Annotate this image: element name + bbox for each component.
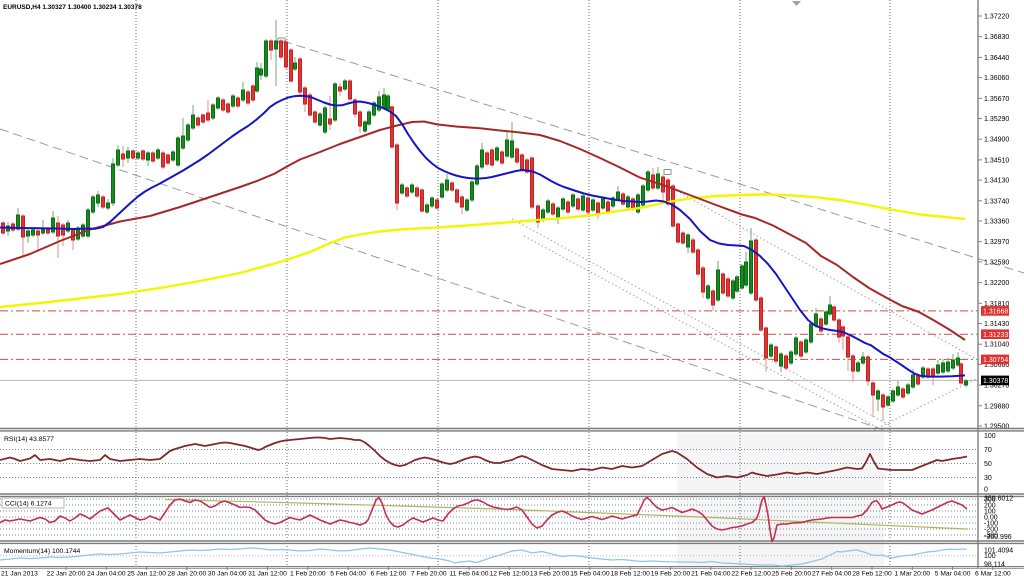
svg-text:6 Feb 12:00: 6 Feb 12:00 [371,571,407,578]
svg-text:18 Feb 12:00: 18 Feb 12:00 [610,571,650,578]
svg-text:100: 100 [984,553,996,560]
svg-text:22 Feb 12:00: 22 Feb 12:00 [731,571,771,578]
svg-text:1 Feb 20:00: 1 Feb 20:00 [290,571,326,578]
svg-text:12 Feb 12:00: 12 Feb 12:00 [490,571,530,578]
svg-text:1.31810: 1.31810 [984,301,1009,308]
svg-text:50: 50 [984,461,992,468]
svg-text:1.34900: 1.34900 [984,137,1009,144]
svg-text:1.34130: 1.34130 [984,178,1009,185]
svg-text:1.37220: 1.37220 [984,14,1009,21]
svg-text:RSI(14) 43.8577: RSI(14) 43.8577 [4,436,54,443]
svg-text:100: 100 [984,433,996,440]
svg-text:19 Feb 20:00: 19 Feb 20:00 [651,571,691,578]
svg-text:EURUSD,H4 1.30327 1.30400 1.30: EURUSD,H4 1.30327 1.30400 1.30234 1.3037… [3,4,142,11]
svg-text:1.31430: 1.31430 [984,321,1009,328]
svg-text:1.36440: 1.36440 [984,55,1009,62]
svg-text:28 Jan 20:00: 28 Jan 20:00 [168,571,207,578]
svg-text:27 Feb 04:00: 27 Feb 04:00 [812,571,852,578]
svg-text:1.30754: 1.30754 [983,357,1008,364]
svg-text:5 Feb 04:00: 5 Feb 04:00 [330,571,366,578]
svg-text:-200: -200 [984,527,998,534]
svg-text:15 Feb 04:00: 15 Feb 04:00 [570,571,610,578]
svg-text:11 Feb 04:00: 11 Feb 04:00 [450,571,489,578]
svg-text:1.35670: 1.35670 [984,96,1009,103]
svg-text:0: 0 [984,487,988,494]
svg-text:22 Jan 20:00: 22 Jan 20:00 [47,571,86,578]
svg-text:1.34510: 1.34510 [984,157,1009,164]
svg-text:5 Mar 04:00: 5 Mar 04:00 [935,571,971,578]
svg-text:CCI(14) 6.1274: CCI(14) 6.1274 [5,501,52,508]
svg-text:-360.996: -360.996 [984,534,1012,541]
svg-text:1.29880: 1.29880 [984,403,1009,410]
svg-text:1.33360: 1.33360 [984,219,1009,226]
svg-text:6 Mar 12:00: 6 Mar 12:00 [975,571,1011,578]
svg-text:30: 30 [984,475,992,482]
svg-text:7 Feb 20:00: 7 Feb 20:00 [411,571,447,578]
svg-text:101.4094: 101.4094 [984,548,1013,555]
svg-text:1.32200: 1.32200 [984,280,1009,287]
svg-text:13 Feb 20:00: 13 Feb 20:00 [530,571,570,578]
svg-text:1.30378: 1.30378 [983,378,1008,385]
svg-text:1.31668: 1.31668 [983,309,1008,316]
svg-text:100: 100 [984,509,996,516]
svg-text:300: 300 [984,497,996,504]
svg-text:1.36060: 1.36060 [984,75,1009,82]
svg-text:1.30660: 1.30660 [984,362,1009,369]
svg-text:359.6012: 359.6012 [984,496,1013,503]
svg-text:28 Feb 12:00: 28 Feb 12:00 [852,571,892,578]
svg-text:25 Jan 12:00: 25 Jan 12:00 [127,571,166,578]
svg-text:21 Jan 2013: 21 Jan 2013 [1,571,38,578]
svg-text:1.33740: 1.33740 [984,198,1009,205]
svg-text:-100: -100 [984,521,998,528]
svg-text:1.32590: 1.32590 [984,259,1009,266]
svg-text:1.35290: 1.35290 [984,116,1009,123]
svg-text:-300: -300 [984,533,998,540]
svg-text:98.114: 98.114 [984,561,1005,568]
svg-text:24 Jan 04:00: 24 Jan 04:00 [87,571,126,578]
svg-text:30 Jan 04:00: 30 Jan 04:00 [208,571,247,578]
svg-text:1.32970: 1.32970 [984,239,1009,246]
svg-text:1.29500: 1.29500 [984,424,1009,431]
svg-text:200: 200 [984,503,996,510]
svg-text:Momentum(14) 100.1744: Momentum(14) 100.1744 [4,548,81,555]
svg-text:31 Jan 12:00: 31 Jan 12:00 [248,571,287,578]
svg-text:1.30270: 1.30270 [984,383,1009,390]
svg-text:1.36830: 1.36830 [984,34,1009,41]
svg-text:21 Feb 04:00: 21 Feb 04:00 [691,571,731,578]
svg-text:0.00: 0.00 [984,515,998,522]
svg-text:70: 70 [984,447,992,454]
svg-text:1 Mar 20:00: 1 Mar 20:00 [894,571,930,578]
svg-text:1.31040: 1.31040 [984,342,1009,349]
svg-text:25 Feb 20:00: 25 Feb 20:00 [772,571,812,578]
svg-text:1.31233: 1.31233 [983,332,1008,339]
